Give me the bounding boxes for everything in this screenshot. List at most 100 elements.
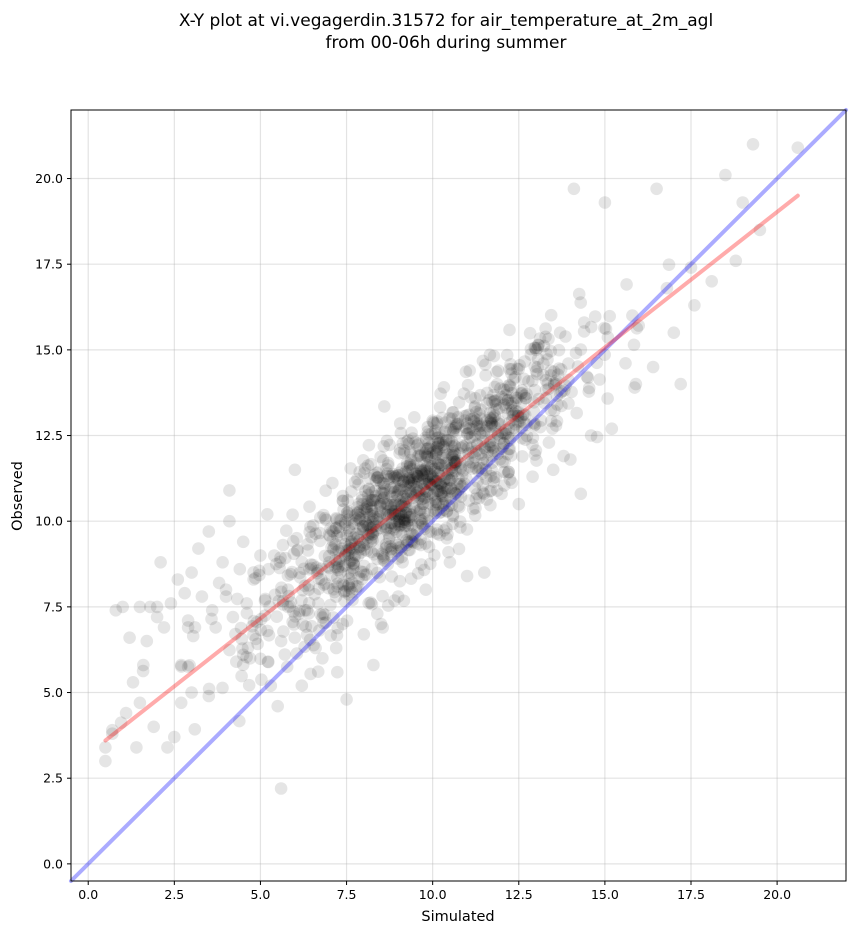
scatter-point xyxy=(361,537,374,550)
scatter-point xyxy=(542,436,556,449)
scatter-point xyxy=(461,427,474,440)
scatter-point xyxy=(344,462,357,475)
scatter-point xyxy=(464,412,478,426)
x-tick-label: 2.5 xyxy=(164,887,184,902)
scatter-point xyxy=(384,481,398,495)
scatter-point xyxy=(311,564,325,577)
scatter-point xyxy=(416,469,430,482)
scatter-point xyxy=(279,551,292,565)
scatter-point xyxy=(280,660,294,674)
scatter-point xyxy=(393,512,406,526)
scatter-point xyxy=(340,693,353,706)
scatter-point xyxy=(414,538,428,552)
scatter-point xyxy=(340,614,354,627)
scatter-point xyxy=(499,389,512,402)
scatter-point xyxy=(408,489,422,502)
scatter-point xyxy=(377,492,390,505)
scatter-point xyxy=(387,523,401,536)
scatter-point xyxy=(388,494,402,508)
scatter-point xyxy=(433,528,446,542)
scatter-point xyxy=(240,606,254,620)
scatter-point xyxy=(417,497,430,511)
scatter-point xyxy=(445,456,458,470)
scatter-point xyxy=(403,460,417,474)
scatter-point xyxy=(377,491,391,505)
scatter-point xyxy=(403,502,417,516)
scatter-point xyxy=(488,380,502,394)
scatter-point xyxy=(449,421,463,434)
scatter-point xyxy=(518,355,531,368)
scatter-point xyxy=(361,459,375,472)
scatter-point xyxy=(235,632,249,646)
scatter-point xyxy=(394,540,408,554)
scatter-point xyxy=(501,447,514,461)
scatter-point xyxy=(329,560,342,574)
scatter-point xyxy=(473,420,486,433)
scatter-point xyxy=(397,447,411,460)
x-axis-label: Simulated xyxy=(421,909,494,925)
scatter-point xyxy=(389,497,402,511)
scatter-point xyxy=(334,514,348,527)
scatter-point xyxy=(398,519,412,533)
scatter-point xyxy=(497,437,510,451)
scatter-point xyxy=(505,413,519,427)
scatter-point xyxy=(426,415,440,429)
scatter-point xyxy=(392,541,405,554)
scatter-point xyxy=(397,594,411,608)
scatter-point xyxy=(520,418,533,432)
scatter-point xyxy=(334,531,348,545)
scatter-point xyxy=(413,473,427,487)
scatter-point xyxy=(520,387,533,401)
scatter-point xyxy=(391,507,405,521)
scatter-point xyxy=(375,547,389,561)
scatter-point xyxy=(473,407,486,420)
scatter-point xyxy=(383,530,397,543)
scatter-point xyxy=(293,566,306,580)
scatter-point xyxy=(304,520,317,533)
scatter-point xyxy=(358,462,372,475)
scatter-point xyxy=(446,466,459,480)
scatter-point xyxy=(433,458,447,472)
scatter-point xyxy=(544,344,558,358)
scatter-point xyxy=(372,516,386,529)
scatter-point xyxy=(410,505,424,518)
scatter-point xyxy=(378,400,391,413)
scatter-point xyxy=(491,427,505,441)
scatter-point xyxy=(497,465,511,479)
scatter-point xyxy=(601,331,615,344)
scatter-point xyxy=(397,498,411,511)
scatter-point xyxy=(396,512,410,526)
scatter-point xyxy=(469,444,483,458)
scatter-point xyxy=(429,474,443,488)
scatter-point xyxy=(330,545,343,559)
scatter-point xyxy=(445,435,459,448)
scatter-point xyxy=(365,597,379,611)
scatter-point xyxy=(457,387,471,401)
scatter-point xyxy=(388,520,402,534)
scatter-point xyxy=(406,432,420,445)
scatter-point xyxy=(231,592,244,606)
scatter-point xyxy=(309,641,322,655)
scatter-point xyxy=(383,539,397,553)
scatter-point xyxy=(353,543,367,556)
scatter-point xyxy=(302,583,316,596)
scatter-point xyxy=(349,508,362,522)
scatter-point xyxy=(559,330,572,343)
scatter-point xyxy=(331,563,345,577)
scatter-point xyxy=(297,562,311,576)
scatter-point xyxy=(581,371,595,385)
scatter-point xyxy=(386,481,400,495)
scatter-point xyxy=(367,658,380,672)
scatter-point xyxy=(336,489,350,503)
scatter-point xyxy=(416,517,429,531)
scatter-point xyxy=(295,679,309,692)
scatter-point xyxy=(554,363,568,376)
scatter-point xyxy=(746,138,760,151)
scatter-point xyxy=(435,486,448,500)
scatter-point xyxy=(502,442,515,456)
scatter-point xyxy=(330,629,344,642)
scatter-point xyxy=(382,532,396,545)
scatter-point xyxy=(497,427,510,440)
scatter-point xyxy=(396,468,409,481)
scatter-point xyxy=(339,544,353,558)
